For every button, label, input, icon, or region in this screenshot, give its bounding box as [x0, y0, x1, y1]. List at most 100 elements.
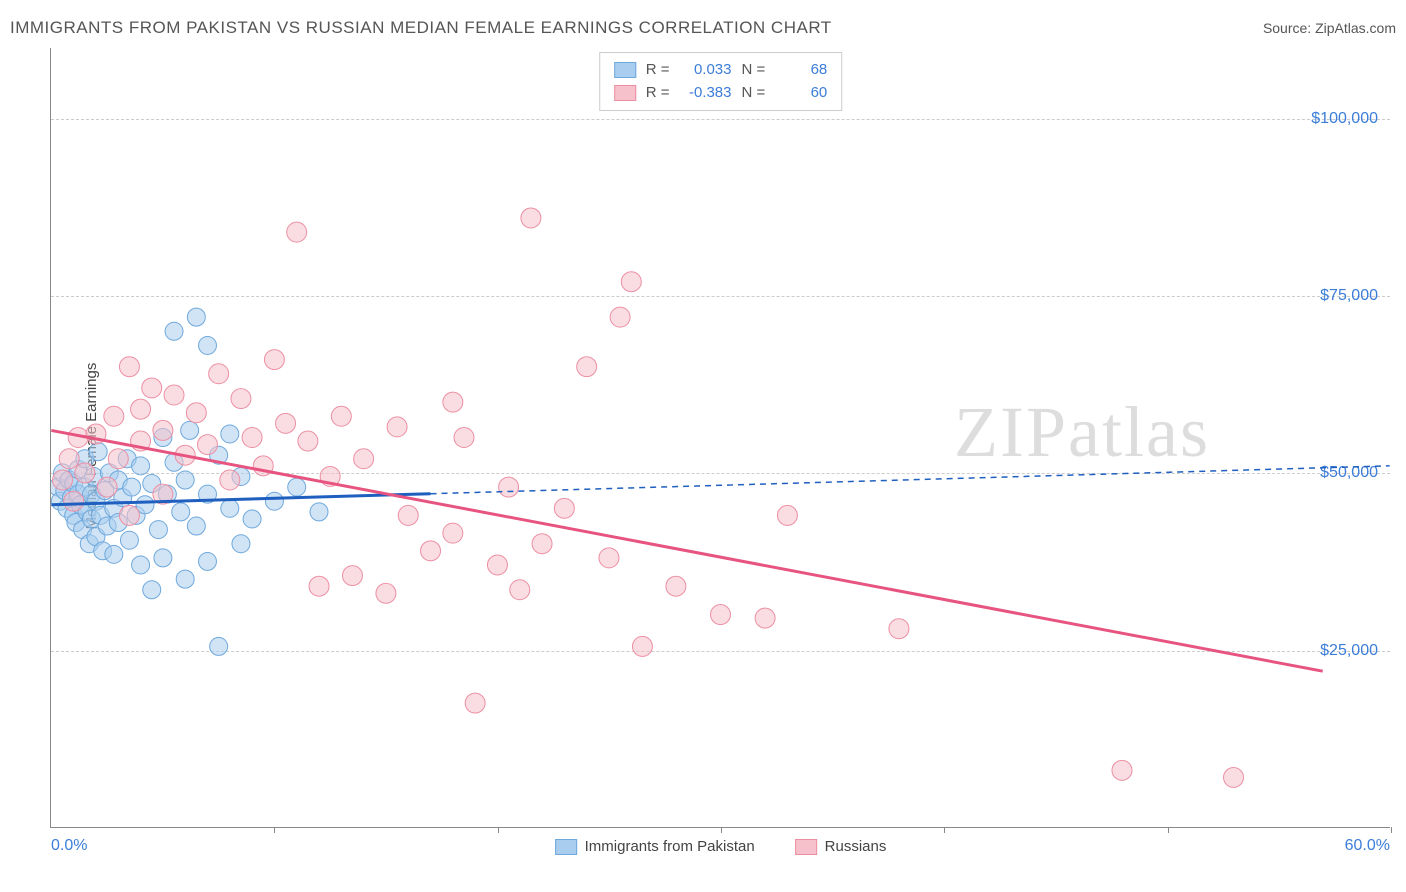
data-point-series-1 [499, 477, 519, 497]
legend-label-0: Immigrants from Pakistan [585, 838, 755, 855]
data-point-series-0 [187, 517, 205, 535]
plot-area: ZIPatlas R = 0.033 N = 68 R = -0.383 N =… [50, 48, 1390, 828]
data-point-series-1 [164, 385, 184, 405]
x-tick [1168, 827, 1169, 833]
data-point-series-1 [599, 548, 619, 568]
data-point-series-0 [143, 581, 161, 599]
correlation-legend: R = 0.033 N = 68 R = -0.383 N = 60 [599, 52, 843, 111]
r-label-1: R = [646, 82, 670, 105]
data-point-series-1 [59, 449, 79, 469]
data-point-series-0 [132, 556, 150, 574]
data-point-series-1 [108, 449, 128, 469]
chart-svg [51, 48, 1390, 827]
data-point-series-1 [342, 566, 362, 586]
data-point-series-1 [231, 389, 251, 409]
data-point-series-1 [331, 406, 351, 426]
data-point-series-0 [199, 336, 217, 354]
data-point-series-1 [443, 523, 463, 543]
data-point-series-1 [487, 555, 507, 575]
series-legend: Immigrants from Pakistan Russians [555, 838, 887, 855]
data-point-series-1 [119, 357, 139, 377]
data-point-series-1 [755, 608, 775, 628]
data-point-series-1 [354, 449, 374, 469]
data-point-series-1 [198, 435, 218, 455]
legend-item-0: Immigrants from Pakistan [555, 838, 755, 855]
data-point-series-1 [621, 272, 641, 292]
data-point-series-1 [889, 619, 909, 639]
data-point-series-1 [387, 417, 407, 437]
data-point-series-0 [232, 535, 250, 553]
data-point-series-1 [443, 392, 463, 412]
data-point-series-0 [176, 471, 194, 489]
data-point-series-0 [123, 478, 141, 496]
data-point-series-1 [53, 470, 73, 490]
n-label-0: N = [742, 59, 766, 82]
data-point-series-1 [711, 605, 731, 625]
data-point-series-1 [242, 428, 262, 448]
data-point-series-1 [632, 636, 652, 656]
data-point-series-1 [666, 576, 686, 596]
r-value-1: -0.383 [680, 82, 732, 105]
chart-title: IMMIGRANTS FROM PAKISTAN VS RUSSIAN MEDI… [10, 18, 832, 38]
n-value-1: 60 [775, 82, 827, 105]
data-point-series-0 [105, 545, 123, 563]
data-point-series-1 [532, 534, 552, 554]
data-point-series-0 [154, 549, 172, 567]
data-point-series-1 [398, 505, 418, 525]
data-point-series-1 [1224, 767, 1244, 787]
data-point-series-1 [75, 463, 95, 483]
x-tick [274, 827, 275, 833]
data-point-series-1 [119, 505, 139, 525]
r-label-0: R = [646, 59, 670, 82]
data-point-series-1 [186, 403, 206, 423]
trend-line-dashed-series-0 [431, 466, 1390, 494]
swatch-series-0 [614, 62, 636, 78]
data-point-series-1 [64, 491, 84, 511]
x-tick [944, 827, 945, 833]
data-point-series-0 [181, 421, 199, 439]
swatch-series-1 [614, 85, 636, 101]
data-point-series-1 [142, 378, 162, 398]
data-point-series-0 [243, 510, 261, 528]
data-point-series-0 [176, 570, 194, 588]
data-point-series-1 [610, 307, 630, 327]
r-value-0: 0.033 [680, 59, 732, 82]
x-axis-start-label: 0.0% [51, 837, 87, 855]
data-point-series-0 [132, 457, 150, 475]
source-label: Source: ZipAtlas.com [1263, 20, 1396, 36]
data-point-series-1 [465, 693, 485, 713]
source-prefix: Source: [1263, 20, 1315, 36]
data-point-series-0 [265, 492, 283, 510]
x-tick [1391, 827, 1392, 833]
data-point-series-1 [287, 222, 307, 242]
source-value: ZipAtlas.com [1315, 20, 1396, 36]
legend-swatch-0 [555, 839, 577, 855]
x-tick [721, 827, 722, 833]
data-point-series-1 [153, 420, 173, 440]
data-point-series-1 [1112, 760, 1132, 780]
data-point-series-1 [104, 406, 124, 426]
legend-swatch-1 [795, 839, 817, 855]
data-point-series-1 [554, 498, 574, 518]
data-point-series-0 [221, 499, 239, 517]
data-point-series-1 [264, 350, 284, 370]
data-point-series-1 [276, 413, 296, 433]
n-label-1: N = [742, 82, 766, 105]
data-point-series-1 [421, 541, 441, 561]
data-point-series-0 [165, 322, 183, 340]
data-point-series-1 [309, 576, 329, 596]
legend-label-1: Russians [825, 838, 887, 855]
data-point-series-0 [310, 503, 328, 521]
x-tick [498, 827, 499, 833]
n-value-0: 68 [775, 59, 827, 82]
data-point-series-0 [187, 308, 205, 326]
data-point-series-1 [577, 357, 597, 377]
data-point-series-1 [298, 431, 318, 451]
legend-row-series-0: R = 0.033 N = 68 [614, 59, 828, 82]
data-point-series-0 [221, 425, 239, 443]
data-point-series-0 [172, 503, 190, 521]
data-point-series-1 [97, 477, 117, 497]
data-point-series-0 [288, 478, 306, 496]
data-point-series-0 [149, 521, 167, 539]
legend-row-series-1: R = -0.383 N = 60 [614, 82, 828, 105]
